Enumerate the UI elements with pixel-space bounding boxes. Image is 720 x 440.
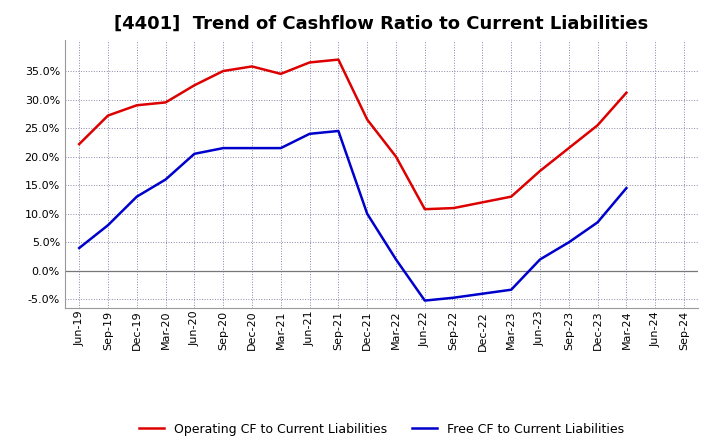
- Operating CF to Current Liabilities: [593, 123, 602, 128]
- Free CF to Current Liabilities: [478, 291, 487, 297]
- Free CF to Current Liabilities: [334, 128, 343, 134]
- Operating CF to Current Liabilities: [564, 146, 573, 151]
- Free CF to Current Liabilities: [392, 257, 400, 262]
- Free CF to Current Liabilities: [190, 151, 199, 157]
- Free CF to Current Liabilities: [276, 146, 285, 151]
- Free CF to Current Liabilities: [161, 177, 170, 182]
- Free CF to Current Liabilities: [363, 211, 372, 216]
- Free CF to Current Liabilities: [420, 298, 429, 303]
- Free CF to Current Liabilities: [75, 246, 84, 251]
- Free CF to Current Liabilities: [449, 295, 458, 301]
- Legend: Operating CF to Current Liabilities, Free CF to Current Liabilities: Operating CF to Current Liabilities, Fre…: [134, 418, 629, 440]
- Operating CF to Current Liabilities: [622, 90, 631, 95]
- Operating CF to Current Liabilities: [248, 64, 256, 69]
- Free CF to Current Liabilities: [622, 185, 631, 191]
- Operating CF to Current Liabilities: [507, 194, 516, 199]
- Line: Operating CF to Current Liabilities: Operating CF to Current Liabilities: [79, 59, 626, 209]
- Operating CF to Current Liabilities: [276, 71, 285, 77]
- Operating CF to Current Liabilities: [392, 154, 400, 159]
- Line: Free CF to Current Liabilities: Free CF to Current Liabilities: [79, 131, 626, 301]
- Operating CF to Current Liabilities: [536, 169, 544, 174]
- Free CF to Current Liabilities: [132, 194, 141, 199]
- Operating CF to Current Liabilities: [420, 206, 429, 212]
- Operating CF to Current Liabilities: [104, 113, 112, 118]
- Operating CF to Current Liabilities: [75, 142, 84, 147]
- Operating CF to Current Liabilities: [334, 57, 343, 62]
- Free CF to Current Liabilities: [219, 146, 228, 151]
- Operating CF to Current Liabilities: [190, 83, 199, 88]
- Free CF to Current Liabilities: [507, 287, 516, 292]
- Free CF to Current Liabilities: [104, 223, 112, 228]
- Free CF to Current Liabilities: [248, 146, 256, 151]
- Operating CF to Current Liabilities: [132, 103, 141, 108]
- Operating CF to Current Liabilities: [449, 205, 458, 211]
- Title: [4401]  Trend of Cashflow Ratio to Current Liabilities: [4401] Trend of Cashflow Ratio to Curren…: [114, 15, 649, 33]
- Operating CF to Current Liabilities: [219, 68, 228, 73]
- Free CF to Current Liabilities: [593, 220, 602, 225]
- Operating CF to Current Liabilities: [305, 60, 314, 65]
- Operating CF to Current Liabilities: [478, 200, 487, 205]
- Operating CF to Current Liabilities: [363, 117, 372, 122]
- Free CF to Current Liabilities: [536, 257, 544, 262]
- Operating CF to Current Liabilities: [161, 100, 170, 105]
- Free CF to Current Liabilities: [564, 240, 573, 245]
- Free CF to Current Liabilities: [305, 131, 314, 136]
